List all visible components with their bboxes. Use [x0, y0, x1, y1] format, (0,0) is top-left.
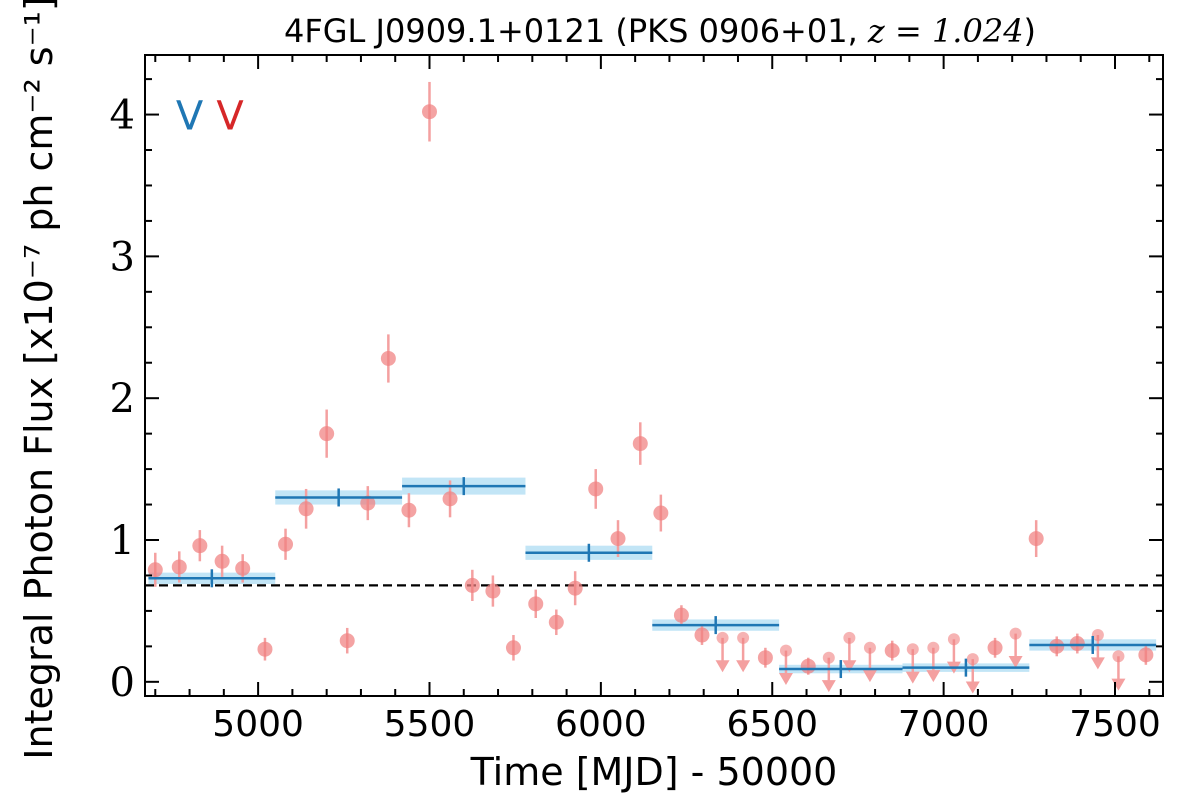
- axis-ticks: 5000 5500 6000 6500 7000 7500 0 1 2 3 4: [110, 55, 1163, 745]
- data-point-32: [1049, 638, 1065, 654]
- data-point-10: [360, 495, 376, 511]
- data-point-22: [610, 531, 626, 547]
- data-point-11: [380, 350, 396, 366]
- data-point-15: [464, 577, 480, 593]
- data-point-33: [1069, 636, 1085, 652]
- upper-limit-point-9: [966, 653, 979, 666]
- upper-limit-arrow-2: [778, 672, 793, 685]
- upper-limit-point-5: [863, 641, 876, 654]
- data-point-17: [505, 640, 521, 656]
- x-tick-label-5: 7500: [1069, 704, 1161, 745]
- upper-limit-arrow-12: [1111, 678, 1126, 691]
- data-point-7: [298, 501, 314, 517]
- data-point-13: [421, 104, 437, 120]
- upper-limit-point-1: [737, 631, 750, 644]
- x-tick-label-1: 5500: [384, 704, 476, 745]
- data-point-30: [987, 640, 1003, 656]
- upper-limit-point-3: [822, 651, 835, 664]
- x-tick-label-0: 5000: [212, 704, 304, 745]
- plot-frame: [144, 54, 1164, 697]
- upper-limit-arrow-10: [1008, 655, 1023, 668]
- y-tick-label-0: 0: [110, 660, 135, 706]
- y-tick-label-3: 3: [110, 234, 135, 280]
- upper-limit-point-11: [1091, 629, 1104, 642]
- data-point-24: [653, 505, 669, 521]
- data-point-23: [632, 436, 648, 452]
- data-point-2: [192, 538, 208, 554]
- y-tick-label-4: 4: [110, 93, 135, 139]
- data-point-29: [884, 643, 900, 659]
- x-tick-label-3: 6500: [726, 704, 818, 745]
- data-point-26: [694, 627, 710, 643]
- data-point-9: [339, 633, 355, 649]
- data-point-6: [278, 536, 294, 552]
- data-point-8: [319, 426, 335, 442]
- data-point-4: [235, 560, 251, 576]
- data-point-25: [673, 607, 689, 623]
- upper-limit-point-6: [906, 643, 919, 656]
- data-point-3: [214, 553, 230, 569]
- data-point-16: [485, 583, 501, 599]
- upper-limit-arrow-11: [1090, 657, 1105, 670]
- chart-title: 4FGL J0909.1+0121 (PKS 0906+01, z = 1.02…: [284, 12, 1036, 50]
- data-point-34: [1138, 647, 1154, 663]
- upper-limit-arrow-6: [905, 671, 920, 684]
- upper-limit-arrow-4: [842, 660, 857, 673]
- upper-limit-point-2: [779, 644, 792, 657]
- data-point-19: [548, 614, 564, 630]
- upper-limit-arrow-3: [821, 680, 836, 693]
- upper-limit-point-12: [1112, 650, 1125, 663]
- upper-limit-arrow-1: [736, 660, 751, 673]
- data-point-31: [1028, 531, 1044, 547]
- x-axis-label: Time [MJD] - 50000: [470, 750, 838, 794]
- y-tick-label-1: 1: [110, 518, 135, 564]
- x-tick-label-4: 7000: [898, 704, 990, 745]
- data-point-12: [401, 502, 417, 518]
- data-point-20: [567, 580, 583, 596]
- data-point-0: [147, 562, 163, 578]
- data-point-18: [528, 596, 544, 612]
- data-point-5: [257, 641, 273, 657]
- upper-limit-arrow-5: [862, 670, 877, 683]
- data-point-14: [442, 491, 458, 507]
- upper-limit-point-0: [716, 631, 729, 644]
- marker-label-0: V: [176, 94, 204, 140]
- y-axis-label: Integral Photon Flux [x10⁻⁷ ph cm⁻² s⁻¹]: [17, 0, 61, 760]
- x-tick-label-2: 6000: [555, 704, 647, 745]
- y-tick-label-2: 2: [110, 376, 135, 422]
- upper-limit-arrow-9: [965, 681, 980, 694]
- upper-limit-point-7: [927, 641, 940, 654]
- upper-limit-point-10: [1009, 627, 1022, 640]
- data-point-21: [588, 481, 604, 497]
- upper-limit-arrow-0: [715, 660, 730, 673]
- data-point-28: [800, 658, 816, 674]
- data-point-1: [171, 559, 187, 575]
- upper-limit-point-4: [843, 631, 856, 644]
- marker-label-1: V: [216, 94, 244, 140]
- upper-limit-arrow-7: [926, 670, 941, 683]
- data-point-27: [757, 650, 773, 666]
- upper-limit-point-8: [947, 633, 960, 646]
